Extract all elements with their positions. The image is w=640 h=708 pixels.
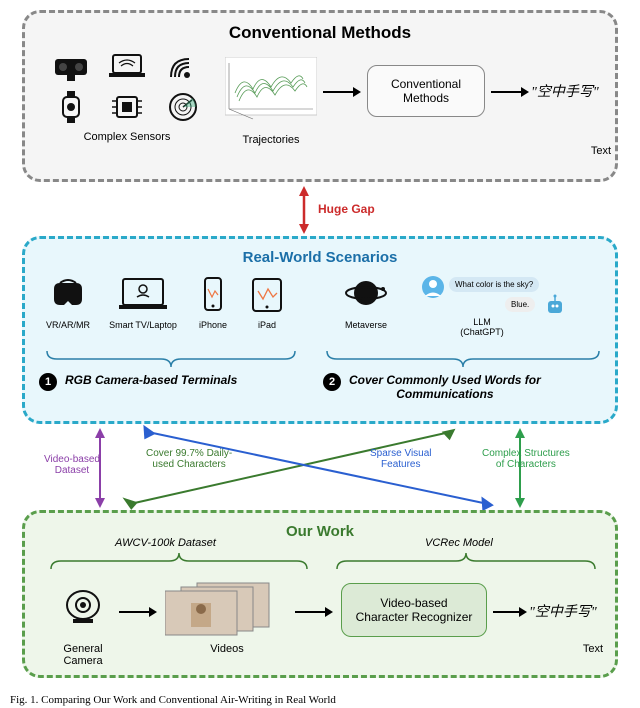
iphone-icon	[198, 275, 228, 315]
arrow-our-2	[295, 605, 333, 624]
conventional-panel: Conventional Methods Complex Sensors Tra…	[22, 10, 618, 182]
dataset-label: AWCV-100k Dataset	[115, 537, 216, 549]
bracket-group2	[325, 349, 601, 367]
group2: 2 Cover Commonly Used Words for Communic…	[323, 373, 541, 401]
circle-2: 2	[323, 373, 341, 391]
cross-label-sparse: Sparse Visual Features	[370, 448, 432, 470]
dev-label-iphone: iPhone	[187, 320, 239, 330]
cross-label-video: Video-based Dataset	[44, 454, 100, 476]
realworld-panel: Real-World Scenarios VR/AR/MR Smart TV/L…	[22, 236, 618, 424]
group1-label: RGB Camera-based Terminals	[65, 373, 237, 387]
robot-icon	[543, 293, 567, 317]
smarttv-icon	[117, 275, 169, 315]
camera-sensor-icon	[49, 49, 93, 85]
camera-icon	[55, 587, 111, 632]
traj-label: Trajectories	[225, 134, 317, 146]
user-avatar-icon	[421, 275, 445, 299]
dev-label-metaverse: Metaverse	[325, 320, 407, 330]
group2-label: Cover Commonly Used Words for Communicat…	[349, 373, 541, 401]
sensors-label: Complex Sensors	[43, 131, 211, 143]
circle-1: 1	[39, 373, 57, 391]
cross-label-complex: Complex Structures of Characters	[482, 448, 570, 470]
sensors-grid: Complex Sensors	[43, 47, 211, 143]
figure-caption: Fig. 1. Comparing Our Work and Conventio…	[10, 694, 336, 706]
cross-arrow-4	[500, 426, 540, 515]
metaverse-icon	[341, 275, 391, 315]
our-output-text: "空中手写"	[529, 601, 597, 621]
bracket-dataset	[49, 553, 309, 571]
our-output-label: Text	[573, 643, 613, 655]
arrow-our-1	[119, 605, 157, 624]
laptop-sensor-icon	[105, 49, 149, 85]
ourwork-panel: Our Work AWCV-100k Dataset VCRec Model G…	[22, 510, 618, 678]
vr-headset-icon	[46, 275, 90, 315]
videos-label: Videos	[197, 643, 257, 655]
dev-label-llm: LLM (ChatGPT)	[447, 317, 517, 337]
group1: 1 RGB Camera-based Terminals	[39, 373, 237, 391]
watch-sensor-icon	[49, 89, 93, 125]
camera-label: General Camera	[43, 643, 123, 667]
conventional-title: Conventional Methods	[39, 23, 601, 43]
chip-sensor-icon	[105, 89, 149, 125]
ipad-icon	[247, 275, 287, 315]
conv-methods-box: Conventional Methods	[367, 65, 485, 117]
conv-output-label: Text	[581, 145, 621, 157]
radar-sensor-icon	[161, 89, 205, 125]
conv-output-text: "空中手写"	[531, 81, 599, 101]
realworld-title: Real-World Scenarios	[39, 249, 601, 266]
cross-arrow-3	[138, 426, 498, 515]
dev-label-vr: VR/AR/MR	[37, 320, 99, 330]
arrow-our-3	[493, 605, 527, 624]
chat-question: What color is the sky?	[449, 277, 539, 292]
vcrec-box: Video-based Character Recognizer	[341, 583, 487, 637]
model-label: VCRec Model	[425, 537, 493, 549]
arrow-conv-2	[491, 85, 529, 104]
devices-row: VR/AR/MR Smart TV/Laptop iPhone iPad Met…	[37, 275, 609, 347]
gap-label: Huge Gap	[318, 202, 375, 216]
bracket-model	[335, 553, 597, 571]
chat-answer: Blue.	[505, 297, 535, 312]
motion-sensor-icon	[161, 49, 205, 85]
trajectories-viz: Trajectories	[225, 57, 317, 127]
arrow-conv-1	[323, 85, 361, 104]
gap-arrow	[296, 186, 312, 239]
bracket-group1	[45, 349, 297, 367]
dev-label-ipad: iPad	[239, 320, 295, 330]
dev-label-tv: Smart TV/Laptop	[99, 320, 187, 330]
videos-viz	[165, 579, 285, 639]
